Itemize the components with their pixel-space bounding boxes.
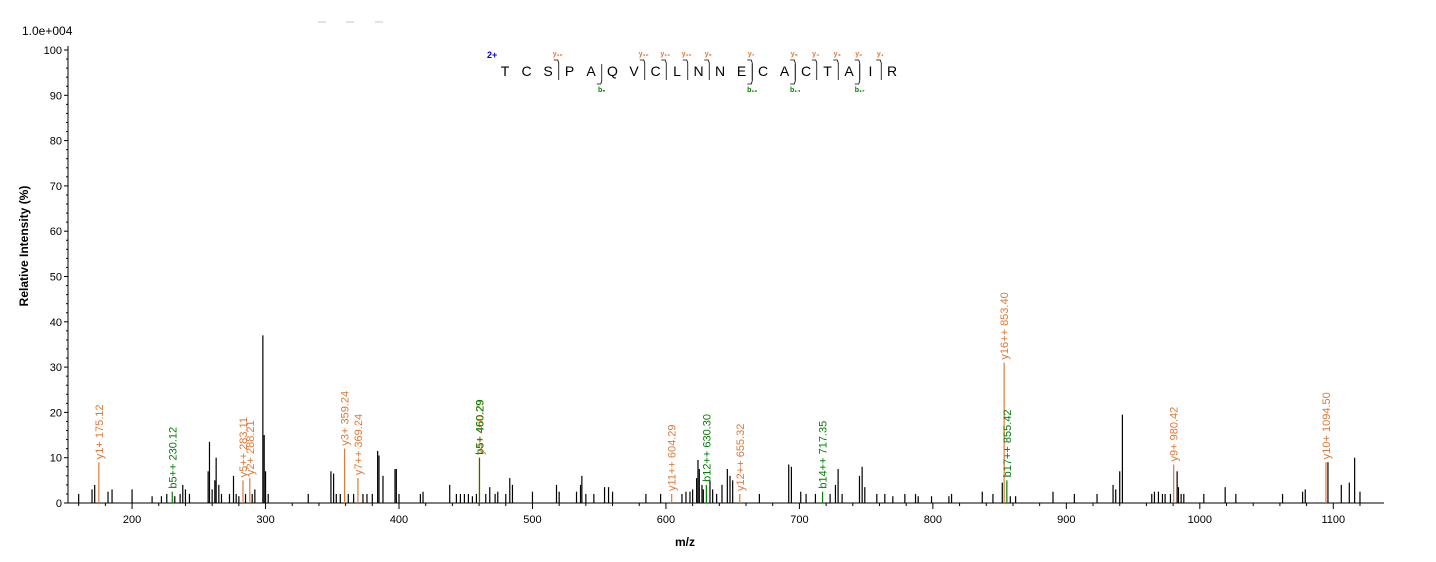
y-ion-break-marker xyxy=(704,59,710,80)
sequence-residue: C xyxy=(650,63,660,79)
sequence-residue: T xyxy=(501,63,510,79)
b-ion-label: b₁₄ xyxy=(790,87,801,94)
sequence-residue: C xyxy=(801,63,811,79)
x-tick-label: 400 xyxy=(390,514,408,526)
peak-label: b12++ 630.30 xyxy=(701,414,713,482)
x-tick-label: 700 xyxy=(790,514,808,526)
y-tick-label: 0 xyxy=(56,498,62,510)
peak-label: y7++ 369.24 xyxy=(353,414,365,475)
sequence-residue: T xyxy=(823,63,832,79)
peak-label: y9+ 980.42 xyxy=(1169,407,1181,462)
y-ion-break-marker xyxy=(747,59,753,80)
y-ion-label: y₂ xyxy=(855,51,862,58)
y-ion-label: y₃ xyxy=(834,51,841,58)
y-ion-break-marker xyxy=(811,59,818,80)
b-ion-break-marker xyxy=(747,64,753,85)
sequence-residue: V xyxy=(629,63,639,79)
b-ion-break-marker xyxy=(596,64,603,85)
sequence-residue: A xyxy=(586,63,596,79)
sequence-residue: L xyxy=(673,63,681,79)
x-tick-label: 600 xyxy=(657,514,675,526)
peak-label: b5++ 230.12 xyxy=(167,427,179,489)
y-tick-label: 100 xyxy=(44,45,62,57)
y-tick-label: 30 xyxy=(50,362,62,374)
b-ion-label: b₁₂ xyxy=(747,87,757,94)
sequence-residue: E xyxy=(737,63,746,79)
axes: 0 10 20 30 40 50 60 70 80 90 100 200 300 400 500 600 700… xyxy=(44,45,1384,526)
charge-state-label: 2+ xyxy=(487,50,497,60)
sequence-residue: I xyxy=(869,63,873,79)
y-tick-label: 40 xyxy=(50,317,62,329)
x-tick-label: 1100 xyxy=(1321,514,1345,526)
x-tick-label: 900 xyxy=(1057,514,1075,526)
y-ion-label: y₁₆ xyxy=(553,51,563,58)
x-tick-label: 1000 xyxy=(1188,514,1212,526)
y-ion-label: y₄ xyxy=(812,51,819,58)
peak-label: y3+ 359.24 xyxy=(340,391,352,446)
sequence-residue: P xyxy=(565,63,574,79)
y-ion-break-marker xyxy=(682,59,689,80)
peak-label: y4+ 460.29 xyxy=(474,400,486,455)
intensity-scale-label: 1.0e+004 xyxy=(22,24,73,38)
peak-label: y5++ 283.11 xyxy=(238,417,250,477)
x-tick-label: 800 xyxy=(924,514,942,526)
peak-label: y10+ 1094.50 xyxy=(1321,392,1333,459)
peak-label: y12++ 655.32 xyxy=(735,424,747,491)
peptide-sequence: T C S P A Q V C L N N E C A C T A I R2+ y₁₆ y₁₂ y₁₁ y₁₀ y₉ y₇ y₅ y… xyxy=(487,50,897,94)
y-ion-break-marker xyxy=(553,59,560,80)
y-ion-label: y₁₁ xyxy=(660,51,670,58)
sequence-residue: N xyxy=(715,63,725,79)
peak-label: b14++ 717.35 xyxy=(818,421,830,489)
peak-sticks xyxy=(78,335,1361,503)
y-ion-label: y₉ xyxy=(705,51,712,58)
y-ion-break-marker xyxy=(833,59,839,80)
sequence-residue: N xyxy=(693,63,703,79)
b-ion-break-marker xyxy=(790,64,796,85)
peak-label: y16++ 853.40 xyxy=(999,292,1011,359)
y-ion-break-marker xyxy=(661,59,667,80)
sequence-residue: S xyxy=(543,63,552,79)
y-ion-break-marker xyxy=(639,59,646,80)
b-ion-label: b₅ xyxy=(598,87,606,94)
x-tick-label: 500 xyxy=(523,514,541,526)
y-ion-label: y₁ xyxy=(877,51,884,58)
x-tick-label: 300 xyxy=(256,514,274,526)
peak-label: y2+ 288.21 xyxy=(245,420,257,475)
sequence-residue: R xyxy=(887,63,897,79)
y-tick-label: 50 xyxy=(50,272,62,284)
y-axis-title: Relative Intensity (%) xyxy=(17,186,31,307)
peak-label: y1+ 175.12 xyxy=(94,404,106,459)
sequence-residue: C xyxy=(758,63,768,79)
y-tick-label: 90 xyxy=(50,90,62,102)
b-ion-label: b₁₇ xyxy=(855,87,865,94)
y-ion-label: y₅ xyxy=(791,51,798,58)
y-tick-label: 10 xyxy=(50,453,62,465)
y-ion-break-marker xyxy=(854,59,861,80)
y-ion-label: y₇ xyxy=(748,51,755,58)
y-ion-break-marker xyxy=(876,59,882,80)
x-tick-label: 200 xyxy=(123,514,141,526)
sequence-residue: A xyxy=(844,63,854,79)
b-ion-break-marker xyxy=(854,64,861,85)
y-tick-label: 70 xyxy=(50,181,62,193)
x-axis-title: m/z xyxy=(675,535,695,549)
y-tick-label: 80 xyxy=(50,136,62,148)
y-ion-break-marker xyxy=(790,59,796,80)
y-ion-label: y₁₀ xyxy=(682,51,692,58)
y-tick-label: 60 xyxy=(50,226,62,238)
y-ion-label: y₁₂ xyxy=(639,51,649,58)
sequence-residue: Q xyxy=(607,63,618,79)
sequence-residue: C xyxy=(521,63,531,79)
y-tick-label: 20 xyxy=(50,407,62,419)
peak-label: b17++ 855.42 xyxy=(1002,409,1014,477)
peak-label: y11++ 604.29 xyxy=(667,424,679,490)
peak-label: b5+ 460.29 xyxy=(474,399,486,454)
sequence-residue: A xyxy=(780,63,790,79)
